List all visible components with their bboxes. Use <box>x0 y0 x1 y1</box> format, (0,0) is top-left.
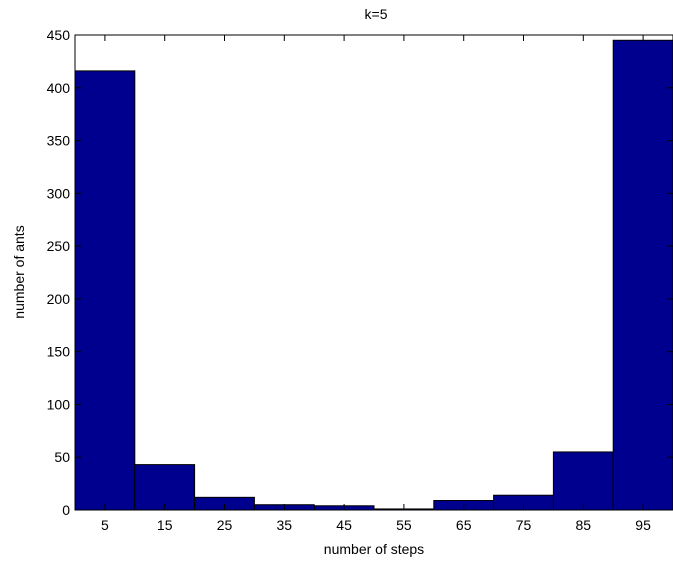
x-tick-label: 25 <box>217 517 233 533</box>
y-tick-label: 300 <box>47 185 71 201</box>
x-tick-label: 5 <box>101 517 109 533</box>
plot-frame <box>74 34 673 511</box>
bar-95 <box>612 39 673 511</box>
bars-group <box>74 39 673 511</box>
y-tick-label: 250 <box>47 238 71 254</box>
y-tick-label: 400 <box>47 80 71 96</box>
x-tick-label: 85 <box>576 517 592 533</box>
bar-5 <box>74 70 136 511</box>
y-tick-label: 50 <box>54 449 70 465</box>
x-tick-label: 35 <box>277 517 293 533</box>
x-tick-label: 15 <box>157 517 173 533</box>
bar-15 <box>134 464 196 511</box>
y-tick-label: 150 <box>47 344 71 360</box>
y-axis: 0 50 100 150 200 250 300 350 400 450 <box>47 27 673 518</box>
x-tick-label: 75 <box>516 517 532 533</box>
bar-85 <box>552 451 614 511</box>
x-axis: 5 15 25 35 45 55 65 75 85 95 <box>101 35 651 533</box>
y-tick-label: 100 <box>47 396 71 412</box>
y-axis-label: number of ants <box>11 225 27 318</box>
x-axis-label: number of steps <box>324 541 424 557</box>
chart-title: k=5 <box>365 6 388 22</box>
y-tick-label: 200 <box>47 291 71 307</box>
x-tick-label: 65 <box>456 517 472 533</box>
x-tick-label: 55 <box>396 517 412 533</box>
y-tick-label: 350 <box>47 133 71 149</box>
x-tick-label: 45 <box>336 517 352 533</box>
x-tick-label: 95 <box>635 517 651 533</box>
y-tick-label: 450 <box>47 27 71 43</box>
y-tick-label: 0 <box>62 502 70 518</box>
